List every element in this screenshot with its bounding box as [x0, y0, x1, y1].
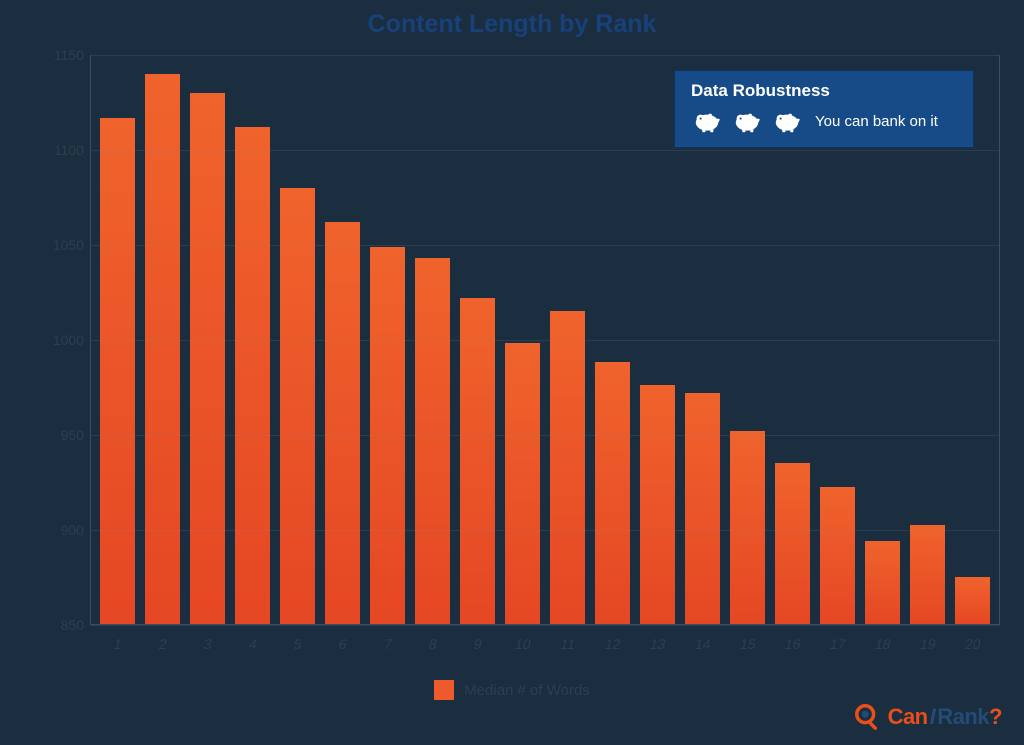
robustness-text: You can bank on it: [815, 113, 938, 130]
x-tick-label: 12: [603, 636, 622, 652]
x-tick-label: 14: [693, 636, 712, 652]
x-tick-label: 4: [247, 636, 258, 652]
bar: [190, 93, 224, 624]
piggy-bank-icon: [731, 107, 763, 135]
gridline: [91, 625, 999, 626]
x-tick-label: 7: [382, 636, 393, 652]
brand-rank: Rank: [937, 704, 989, 729]
legend-label: Median # of Words: [464, 682, 590, 699]
bar: [685, 393, 719, 624]
bar: [460, 298, 494, 624]
bar: [595, 362, 629, 624]
bar: [955, 577, 989, 624]
chart-title: Content Length by Rank: [0, 0, 1024, 39]
magnifier-icon: [854, 703, 882, 731]
bar: [415, 258, 449, 624]
bar: [820, 487, 854, 624]
brand-q: ?: [989, 704, 1002, 729]
y-axis: 8509009501000105011001150: [45, 55, 90, 625]
bar: [280, 188, 314, 624]
brand-can: Can: [888, 704, 928, 729]
x-tick-label: 5: [292, 636, 303, 652]
bar: [505, 343, 539, 624]
x-tick-label: 15: [738, 636, 757, 652]
x-tick-label: 18: [873, 636, 892, 652]
y-tick-label: 950: [61, 427, 84, 443]
x-tick-label: 11: [559, 636, 577, 652]
x-tick-label: 6: [337, 636, 348, 652]
y-tick-label: 1000: [53, 332, 84, 348]
bar: [730, 431, 764, 624]
gridline: [91, 435, 999, 436]
brand-i: I: [930, 704, 936, 729]
x-tick-label: 8: [427, 636, 438, 652]
legend: Median # of Words: [0, 680, 1024, 700]
x-tick-label: 19: [918, 636, 937, 652]
x-tick-label: 2: [157, 636, 168, 652]
gridline: [91, 150, 999, 151]
bar: [865, 541, 899, 624]
gridline: [91, 530, 999, 531]
bar: [100, 118, 134, 624]
x-tick-label: 3: [202, 636, 213, 652]
x-tick-label: 17: [828, 636, 847, 652]
y-tick-label: 850: [61, 617, 84, 633]
robustness-box: Data Robustness You can bank on it: [674, 70, 974, 148]
brand-text: CanIRank?: [888, 704, 1002, 730]
bar: [910, 525, 944, 624]
bar: [145, 74, 179, 624]
robustness-row: You can bank on it: [691, 107, 957, 135]
y-tick-label: 1050: [53, 237, 84, 253]
x-tick-label: 16: [783, 636, 802, 652]
x-tick-label: 20: [963, 636, 982, 652]
gridline: [91, 340, 999, 341]
x-tick-label: 9: [472, 636, 483, 652]
bar: [235, 127, 269, 624]
x-tick-label: 13: [648, 636, 667, 652]
y-tick-label: 900: [61, 522, 84, 538]
bar: [325, 222, 359, 624]
bar: [640, 385, 674, 624]
bar: [775, 463, 809, 624]
bar: [550, 311, 584, 624]
robustness-title: Data Robustness: [691, 81, 957, 101]
y-tick-label: 1100: [54, 142, 84, 158]
brand-logo: CanIRank?: [854, 703, 1002, 731]
x-tick-label: 1: [112, 636, 123, 652]
piggy-bank-icon: [691, 107, 723, 135]
y-tick-label: 1150: [54, 47, 84, 63]
legend-swatch: [434, 680, 454, 700]
gridline: [91, 55, 999, 56]
x-tick-label: 10: [513, 636, 532, 652]
piggy-bank-icon: [771, 107, 803, 135]
gridline: [91, 245, 999, 246]
